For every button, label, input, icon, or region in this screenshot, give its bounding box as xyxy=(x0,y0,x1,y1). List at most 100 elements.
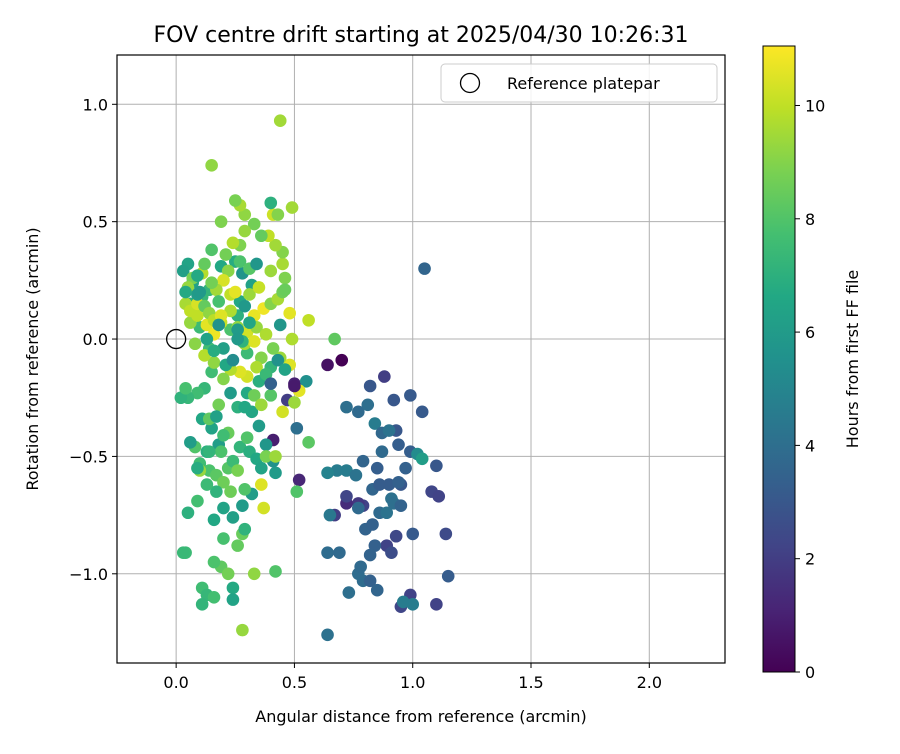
scatter-point xyxy=(264,389,278,402)
scatter-point xyxy=(228,194,242,207)
scatter-point xyxy=(238,224,252,238)
y-axis-label: Rotation from reference (arcmin) xyxy=(23,227,42,490)
scatter-point xyxy=(321,546,334,559)
scatter-point xyxy=(290,485,304,498)
scatter-point xyxy=(233,255,247,268)
scatter-point xyxy=(370,461,384,475)
scatter-point xyxy=(276,257,289,271)
scatter-point xyxy=(217,475,230,489)
scatter-point xyxy=(264,264,278,278)
scatter-point xyxy=(210,410,223,423)
colorbar-tick-label: 6 xyxy=(805,323,815,342)
scatter-point xyxy=(349,468,363,482)
scatter-point xyxy=(207,344,221,358)
colorbar-tick-label: 8 xyxy=(805,210,815,229)
scatter-point xyxy=(205,276,218,290)
x-tick-label: 2.0 xyxy=(637,673,662,692)
colorbar-tick-label: 0 xyxy=(805,663,815,682)
scatter-point xyxy=(415,405,429,419)
scatter-point xyxy=(285,201,299,214)
scatter-point xyxy=(264,377,278,390)
reference-marker xyxy=(165,328,187,350)
scatter-point xyxy=(271,353,285,367)
scatter-point xyxy=(247,389,261,402)
scatter-point xyxy=(226,581,240,595)
colorbar-label: Hours from first FF file xyxy=(843,270,862,449)
scatter-point xyxy=(219,248,233,261)
scatter-point xyxy=(217,342,230,355)
scatter-point xyxy=(231,464,244,477)
scatter-point xyxy=(340,400,353,414)
scatter-point xyxy=(233,365,247,379)
scatter-point xyxy=(238,522,252,536)
scatter-point xyxy=(207,555,221,569)
scatter-point xyxy=(278,271,292,285)
y-axis-ticks: −1.0 −0.5 0.0 0.5 1.0 xyxy=(69,95,117,584)
scatter-point xyxy=(238,208,252,221)
scatter-point xyxy=(236,499,249,513)
scatter-point xyxy=(200,478,214,491)
scatter-point xyxy=(205,243,218,257)
scatter-point xyxy=(271,208,285,221)
scatter-point xyxy=(352,501,365,515)
scatter-point xyxy=(269,565,282,578)
scatter-point xyxy=(439,527,453,541)
colorbar xyxy=(762,45,796,673)
scatter-point xyxy=(368,539,382,552)
scatter-point xyxy=(226,511,240,524)
scatter-point xyxy=(382,424,396,437)
scatter-point xyxy=(375,445,389,459)
scatter-point xyxy=(250,452,263,466)
scatter-point xyxy=(238,482,252,496)
scatter-point xyxy=(250,257,263,271)
x-tick-label: 1.0 xyxy=(400,673,425,692)
scatter-point xyxy=(430,598,443,611)
scatter-point xyxy=(430,459,443,473)
scatter-point xyxy=(217,501,230,515)
scatter-point xyxy=(176,546,190,559)
scatter-points xyxy=(174,114,455,642)
scatter-point xyxy=(283,306,297,320)
scatter-point xyxy=(396,595,410,609)
scatter-point xyxy=(238,299,252,313)
scatter-point xyxy=(236,623,249,637)
scatter-point xyxy=(302,436,315,449)
scatter-point xyxy=(259,450,273,463)
scatter-point xyxy=(217,532,230,545)
x-axis-label: Angular distance from reference (arcmin) xyxy=(255,707,586,726)
scatter-point xyxy=(191,386,204,400)
scatter-point xyxy=(210,485,223,498)
scatter-point xyxy=(404,389,417,402)
scatter-point xyxy=(233,440,247,454)
y-tick-label: 0.0 xyxy=(83,330,108,349)
scatter-point xyxy=(373,478,386,491)
y-tick-label: 1.0 xyxy=(83,95,108,114)
scatter-point xyxy=(179,285,192,299)
x-tick-label: 1.5 xyxy=(518,673,543,692)
scatter-point xyxy=(276,405,289,419)
scatter-point xyxy=(214,215,228,228)
scatter-point xyxy=(382,478,396,491)
scatter-point xyxy=(207,356,221,369)
scatter-point xyxy=(290,421,304,435)
scatter-point xyxy=(195,598,209,611)
legend-box xyxy=(440,63,718,103)
x-tick-label: 0.5 xyxy=(282,673,307,692)
scatter-point xyxy=(212,318,226,332)
scatter-point xyxy=(406,598,420,611)
scatter-point xyxy=(415,452,429,466)
scatter-point xyxy=(259,367,273,381)
scatter-point xyxy=(214,445,228,459)
scatter-point xyxy=(174,391,188,405)
scatter-point xyxy=(247,335,261,348)
scatter-point xyxy=(366,518,379,531)
x-tick-label: 0.0 xyxy=(163,673,188,692)
scatter-point xyxy=(330,464,344,477)
scatter-point xyxy=(217,274,230,287)
colorbar-tick-label: 2 xyxy=(805,550,815,569)
scatter-point xyxy=(278,283,292,297)
colorbar-ticks: 0 2 4 6 8 10 xyxy=(795,96,825,682)
scatter-point xyxy=(207,513,221,527)
scatter-point xyxy=(226,454,240,468)
